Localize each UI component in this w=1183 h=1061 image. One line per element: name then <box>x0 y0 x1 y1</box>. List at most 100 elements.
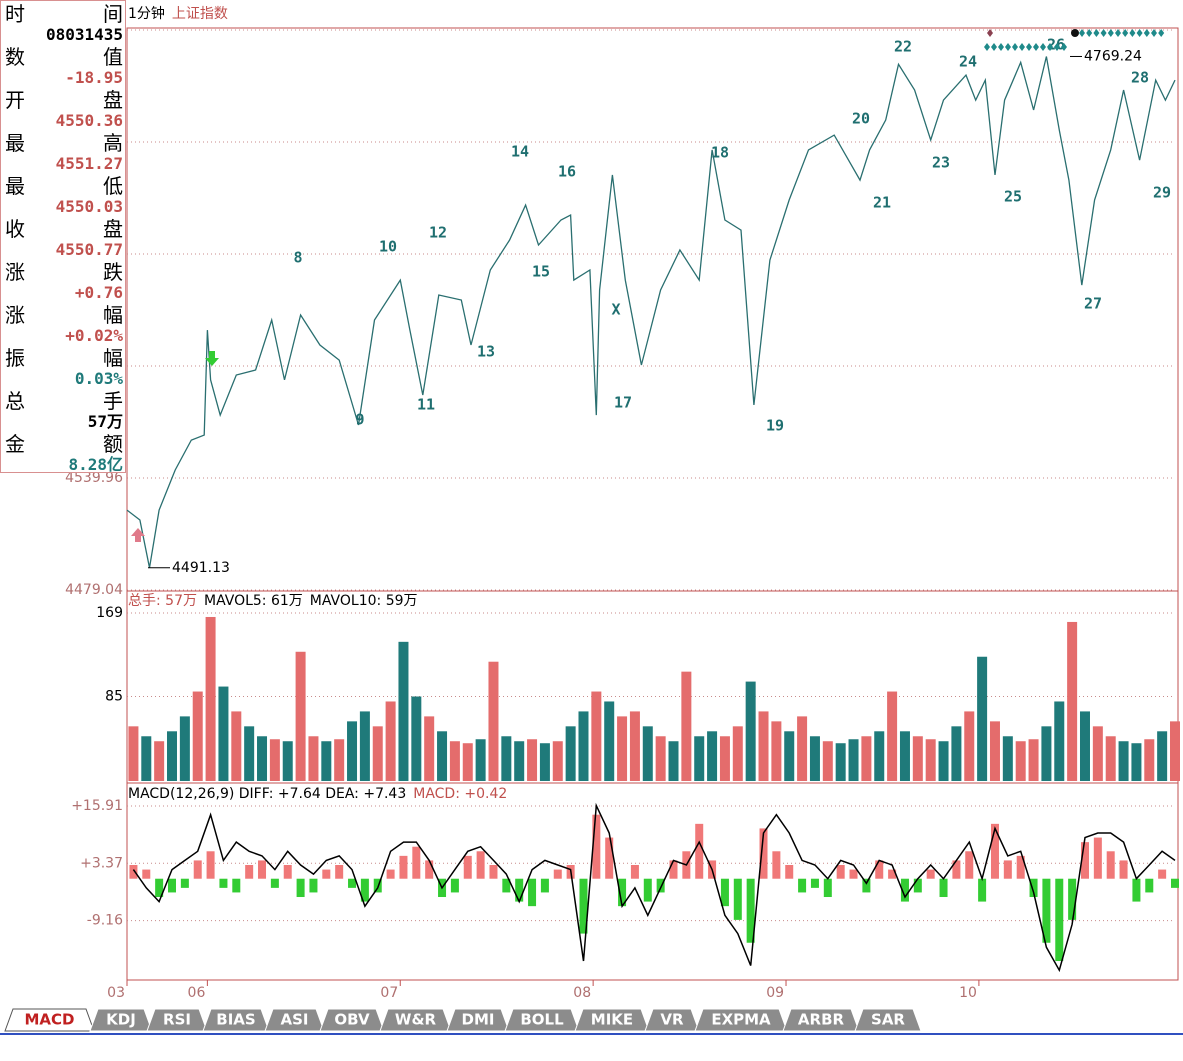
macd-bar <box>1003 860 1012 879</box>
tab[interactable]: ASI <box>264 1008 325 1032</box>
macd-bar <box>309 878 318 893</box>
tab-shape <box>574 1008 650 1032</box>
macd-bar <box>245 865 254 879</box>
tab-label[interactable]: ASI <box>281 1011 309 1029</box>
volume-bar <box>1092 726 1103 781</box>
macd-bar <box>1145 878 1154 893</box>
volume-bar <box>449 741 460 781</box>
macd-bar <box>862 878 871 893</box>
signal-marker <box>1079 29 1085 37</box>
volume-bar <box>321 741 332 781</box>
tab[interactable]: BIAS <box>202 1008 270 1032</box>
tab-label[interactable]: SAR <box>871 1011 905 1029</box>
tab[interactable]: EXPMA <box>694 1008 788 1032</box>
tab-label[interactable]: DMI <box>462 1011 495 1029</box>
volume-bar <box>514 741 525 781</box>
volume-bar <box>218 686 229 781</box>
tab-label[interactable]: W&R <box>395 1011 437 1029</box>
macd-bar <box>283 865 292 879</box>
tab[interactable]: KDJ <box>89 1008 153 1032</box>
volume-bar <box>1015 741 1026 781</box>
tab-label[interactable]: EXPMA <box>711 1011 771 1029</box>
tab-label[interactable]: OBV <box>334 1011 370 1029</box>
volume-bar <box>797 716 808 781</box>
macd-bar <box>990 823 999 879</box>
panel-value: 4550.03 <box>55 197 123 216</box>
tab[interactable]: SAR <box>854 1008 922 1032</box>
volume-bar <box>707 731 718 781</box>
macd-bar <box>759 828 768 879</box>
tab-shape <box>854 1008 922 1032</box>
volume-bar <box>565 726 576 781</box>
volume-bar <box>552 741 563 781</box>
signal-marker <box>1143 29 1150 37</box>
volume-bar <box>771 721 782 781</box>
volume-bar <box>269 739 280 781</box>
tab[interactable]: OBV <box>319 1008 385 1032</box>
macd-bar <box>386 869 395 879</box>
tab[interactable]: W&R <box>379 1008 452 1032</box>
macd-bar <box>798 878 807 893</box>
tab[interactable]: BOLL <box>504 1008 580 1032</box>
x-tick-label: 08 <box>573 985 591 1001</box>
tab-label[interactable]: ARBR <box>798 1011 845 1029</box>
signal-marker <box>1047 43 1053 51</box>
macd-bar <box>155 878 164 898</box>
high-label: 4769.24 <box>1084 48 1142 64</box>
macd-bar <box>258 860 267 879</box>
signal-marker <box>1129 29 1136 37</box>
tab-label[interactable]: MACD <box>25 1011 75 1029</box>
volume-bar <box>1067 621 1078 781</box>
tab[interactable]: RSI <box>146 1008 208 1032</box>
low-label: 4491.13 <box>172 560 230 576</box>
panel-value: 4551.27 <box>55 154 123 173</box>
macd-bar <box>733 878 742 920</box>
volume-bar <box>732 726 743 781</box>
tab-label[interactable]: VR <box>660 1011 684 1029</box>
signal-marker <box>991 43 997 51</box>
tab[interactable]: MACD <box>4 1008 95 1032</box>
panel-label: 最 <box>5 131 25 155</box>
macd-bar <box>553 869 562 879</box>
y-tick-label: 4479.04 <box>65 582 123 598</box>
wave-label: 28 <box>1131 69 1149 87</box>
tab-label[interactable]: MIKE <box>591 1011 633 1029</box>
tab-label[interactable]: BIAS <box>216 1011 255 1029</box>
volume-bar <box>887 691 898 781</box>
panel-value: 8.28亿 <box>68 455 123 474</box>
macd-bar <box>515 878 524 902</box>
volume-bar <box>1105 736 1116 781</box>
volume-bar <box>1028 739 1039 781</box>
signal-marker <box>1151 29 1157 37</box>
wave-label: 29 <box>1153 184 1171 202</box>
volume-bar <box>475 739 486 781</box>
tab[interactable]: DMI <box>446 1008 510 1032</box>
macd-bar <box>900 878 909 902</box>
tab-label[interactable]: RSI <box>163 1011 191 1029</box>
tab-label[interactable]: BOLL <box>520 1011 564 1029</box>
x-tick-label: 06 <box>188 985 206 1001</box>
macd-bar <box>939 878 948 898</box>
panel-label: 间 <box>103 2 123 26</box>
y-tick-label: 85 <box>105 689 123 705</box>
y-tick-label: -9.16 <box>87 913 123 929</box>
y-tick-label: +15.91 <box>71 798 123 814</box>
volume-bar <box>192 691 203 781</box>
tab[interactable]: VR <box>644 1008 700 1032</box>
signal-marker <box>1012 43 1018 51</box>
tab-label[interactable]: KDJ <box>106 1011 136 1029</box>
volume-bar <box>989 721 1000 781</box>
macd-bar <box>643 878 652 902</box>
signal-marker <box>1086 29 1093 37</box>
tab[interactable]: MIKE <box>574 1008 650 1032</box>
volume-bar <box>912 736 923 781</box>
panel-title: MACD: +0.42 <box>413 786 507 802</box>
macd-bar <box>772 851 781 879</box>
tab[interactable]: ARBR <box>782 1008 860 1032</box>
panel-title: MAVOL10: 59万 <box>310 593 418 609</box>
plot-frame <box>126 27 1179 981</box>
panel-label: 低 <box>103 174 123 198</box>
macd-bar <box>463 855 472 879</box>
macd-bar <box>888 869 897 879</box>
